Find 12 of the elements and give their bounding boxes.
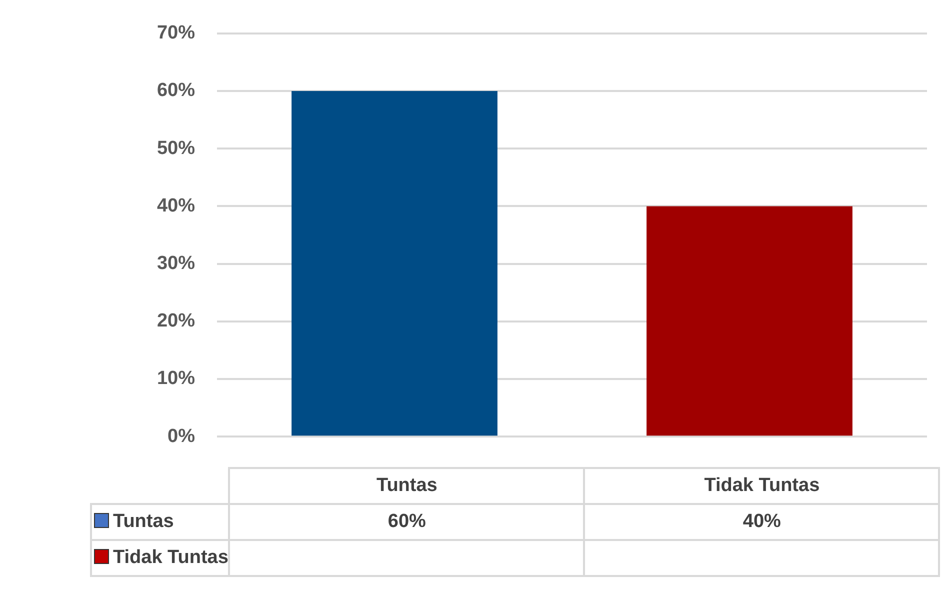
y-tick-label: 50% bbox=[156, 138, 196, 159]
legend-label: Tidak Tuntas bbox=[91, 540, 230, 576]
text: Tuntas bbox=[91, 504, 230, 540]
data-label: 60% bbox=[229, 504, 584, 540]
y-tick-label: 60% bbox=[156, 80, 196, 102]
y-tick-label: 40% bbox=[156, 195, 196, 216]
y-tick-label: 70% bbox=[156, 22, 196, 44]
y-tick-label: 10% bbox=[156, 368, 196, 390]
y-tick-label: 30% bbox=[156, 253, 196, 274]
y-tick-label: 20% bbox=[156, 310, 196, 332]
y-tick-label: 0% bbox=[168, 426, 196, 447]
data-label: 40% bbox=[584, 504, 940, 540]
